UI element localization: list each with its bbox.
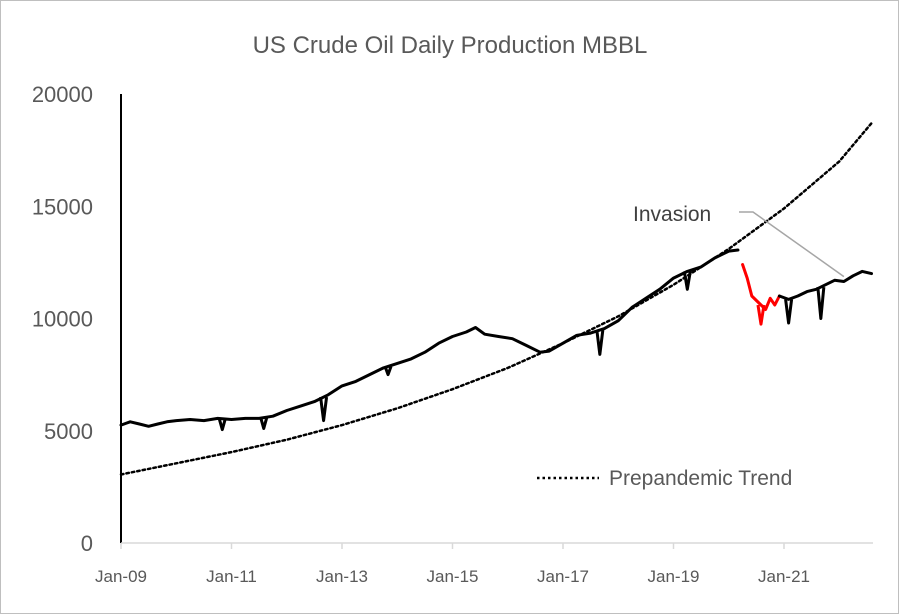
- series-layer: [119, 121, 873, 476]
- production-dip: [383, 365, 393, 377]
- x-tick-label: Jan-15: [427, 567, 479, 586]
- production-dip: [756, 304, 766, 326]
- annotation-leader-line: [739, 211, 845, 278]
- legend: Prepandemic Trend: [537, 467, 792, 490]
- y-tick-label: 5000: [44, 419, 93, 444]
- y-axis-ticks: 0 5000 10000 15000 20000: [32, 82, 93, 556]
- x-tick-label: Jan-09: [95, 567, 147, 586]
- x-tick-label: Jan-11: [206, 567, 257, 586]
- production-line-0: [119, 248, 740, 428]
- production-dip: [784, 299, 794, 325]
- x-axis-ticks: Jan-09 Jan-11 Jan-13 Jan-15 Jan-17 Jan-19 Jan-…: [95, 543, 810, 586]
- x-tick-label: Jan-19: [648, 567, 700, 586]
- legend-label-trend: Prepandemic Trend: [609, 467, 792, 490]
- x-tick-label: Jan-13: [316, 567, 368, 586]
- production-dip: [595, 329, 605, 356]
- trend-line: [119, 121, 873, 476]
- y-tick-label: 0: [81, 531, 93, 556]
- x-tick-label: Jan-17: [537, 567, 589, 586]
- production-dip: [319, 396, 329, 423]
- production-line-2: [777, 269, 873, 301]
- y-tick-label: 20000: [32, 82, 93, 107]
- production-dip: [816, 286, 826, 320]
- y-tick-label: 15000: [32, 194, 93, 219]
- chart-title: US Crude Oil Daily Production MBBL: [253, 32, 648, 59]
- y-tick-label: 10000: [32, 307, 93, 332]
- production-dip: [217, 418, 227, 432]
- annotation-layer: Invasion: [633, 203, 845, 278]
- production-dip: [682, 271, 692, 291]
- x-tick-label: Jan-21: [758, 567, 810, 586]
- production-line-1: [741, 263, 781, 311]
- annotation-invasion: Invasion: [633, 203, 711, 226]
- production-dip: [259, 417, 269, 430]
